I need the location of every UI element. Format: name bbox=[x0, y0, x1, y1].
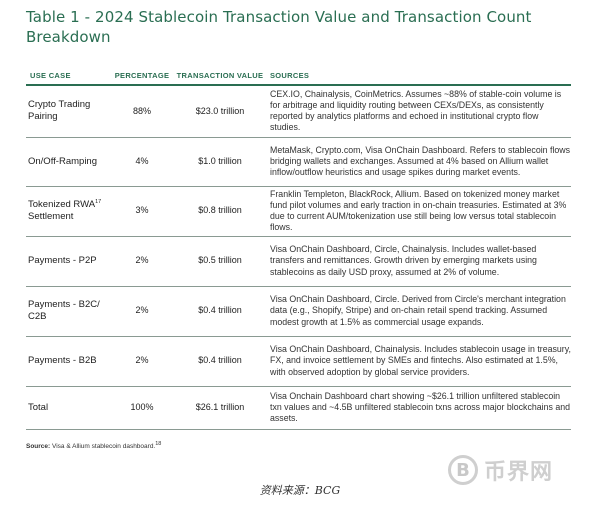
use-case-cell: Payments - P2P bbox=[26, 236, 112, 287]
header-percentage: PERCENTAGE bbox=[112, 68, 172, 86]
sources-cell: Franklin Templeton, BlackRock, Allium. B… bbox=[268, 186, 571, 237]
table-row-total: Total 100% $26.1 trillion Visa Onchain D… bbox=[26, 386, 571, 430]
use-case-text: Tokenized RWA bbox=[28, 199, 96, 210]
footnote-marker: 17 bbox=[95, 198, 102, 205]
sources-cell: Visa Onchain Dashboard chart showing ~$2… bbox=[268, 386, 571, 430]
sources-cell: MetaMask, Crypto.com, Visa OnChain Dashb… bbox=[268, 137, 571, 187]
table-row: Tokenized RWA17 Settlement 3% $0.8 trill… bbox=[26, 186, 571, 237]
table-row: Payments - P2P 2% $0.5 trillion Visa OnC… bbox=[26, 236, 571, 287]
table-title: Table 1 - 2024 Stablecoin Transaction Va… bbox=[26, 8, 532, 46]
bitcoin-logo-icon: B bbox=[448, 455, 478, 485]
header-transaction-value: TRANSACTION VALUE bbox=[172, 68, 268, 86]
value-cell: $1.0 trillion bbox=[172, 137, 268, 187]
value-cell: $0.4 trillion bbox=[172, 336, 268, 387]
use-case-cell: Payments - B2B bbox=[26, 336, 112, 387]
use-case-cell: Payments - B2C/ C2B bbox=[26, 286, 112, 337]
header-sources: SOURCES bbox=[268, 68, 571, 86]
use-case-text-line2: Settlement bbox=[28, 211, 74, 222]
percentage-cell: 100% bbox=[112, 386, 172, 430]
footnote-marker: 18 bbox=[155, 440, 162, 447]
value-cell: $0.8 trillion bbox=[172, 186, 268, 237]
header-use-case: USE CASE bbox=[26, 68, 112, 86]
value-cell: $26.1 trillion bbox=[172, 386, 268, 430]
sources-cell: Visa OnChain Dashboard, Circle. Derived … bbox=[268, 286, 571, 337]
source-note: Source: Visa & Allium stablecoin dashboa… bbox=[26, 440, 162, 450]
sources-cell: Visa OnChain Dashboard, Circle, Chainaly… bbox=[268, 236, 571, 287]
use-case-cell: On/Off-Ramping bbox=[26, 137, 112, 187]
value-cell: $0.4 trillion bbox=[172, 286, 268, 337]
percentage-cell: 4% bbox=[112, 137, 172, 187]
use-case-cell: Total bbox=[26, 386, 112, 430]
header-row: USE CASE PERCENTAGE TRANSACTION VALUE SO… bbox=[26, 68, 571, 86]
table-row: Crypto Trading Pairing 88% $23.0 trillio… bbox=[26, 85, 571, 138]
value-cell: $23.0 trillion bbox=[172, 85, 268, 138]
percentage-cell: 2% bbox=[112, 336, 172, 387]
watermark: B 币界网 bbox=[448, 452, 578, 488]
value-cell: $0.5 trillion bbox=[172, 236, 268, 287]
source-text: Visa & Allium stablecoin dashboard. bbox=[52, 443, 156, 450]
image-caption: 资料来源：BCG bbox=[259, 484, 341, 497]
source-label: Source: bbox=[26, 443, 51, 450]
table-row: Payments - B2B 2% $0.4 trillion Visa OnC… bbox=[26, 336, 571, 387]
table-row: Payments - B2C/ C2B 2% $0.4 trillion Vis… bbox=[26, 286, 571, 337]
use-case-cell: Tokenized RWA17 Settlement bbox=[26, 186, 112, 237]
table-row: On/Off-Ramping 4% $1.0 trillion MetaMask… bbox=[26, 137, 571, 187]
data-table: USE CASE PERCENTAGE TRANSACTION VALUE SO… bbox=[26, 68, 571, 430]
percentage-cell: 2% bbox=[112, 236, 172, 287]
watermark-text: 币界网 bbox=[484, 460, 554, 485]
percentage-cell: 2% bbox=[112, 286, 172, 337]
sources-cell: Visa OnChain Dashboard, Chainalysis. Inc… bbox=[268, 336, 571, 387]
percentage-cell: 3% bbox=[112, 186, 172, 237]
percentage-cell: 88% bbox=[112, 85, 172, 138]
sources-cell: CEX.IO, Chainalysis, CoinMetrics. Assume… bbox=[268, 85, 571, 138]
use-case-cell: Crypto Trading Pairing bbox=[26, 85, 112, 138]
